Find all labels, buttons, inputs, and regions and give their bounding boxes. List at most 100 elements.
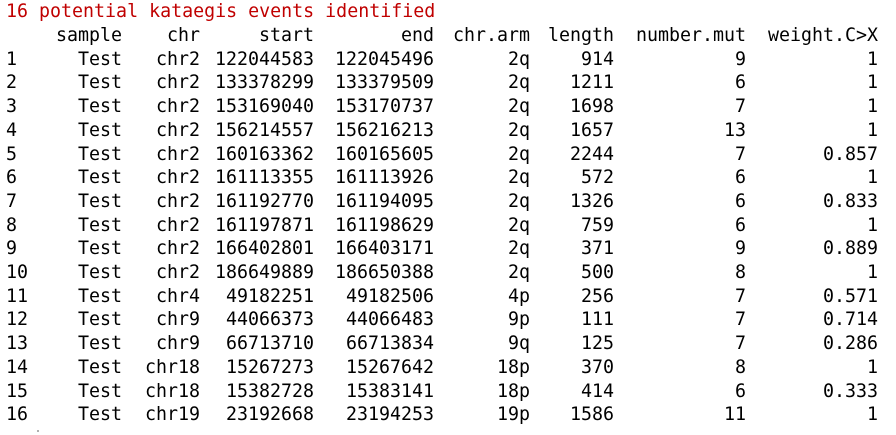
cell-chr: chr2 [155, 262, 200, 283]
table-row: 4 Test chr2 156214557 156216213 2q 1657 13 1 [6, 119, 892, 143]
cell-weight-c-x: 0.714 [822, 309, 878, 331]
cell-length: 572 [580, 167, 614, 189]
table-row: 13 Test chr9 66713710 66713834 9q 125 7 0.286 [6, 332, 892, 356]
cell-sample: Test [77, 262, 122, 283]
cell-chr-arm: 2q [507, 214, 530, 236]
cell-row-name: 14 [6, 356, 29, 378]
cell-length: 414 [580, 380, 614, 402]
cell-end: 156216213 [334, 119, 434, 141]
cell-chr-arm: 2q [507, 190, 530, 212]
table-row: 7 Test chr2 161192770 161194095 2q 1326 6 0.833 [6, 190, 892, 214]
cell-start: 160163362 [214, 143, 314, 165]
cell-chr: chr2 [155, 238, 200, 260]
cell-chr-arm: 2q [507, 167, 530, 189]
table-row: 11 Test chr4 49182251 49182506 4p 256 7 0.571 [6, 285, 892, 309]
cell-sample: Test [77, 285, 122, 307]
cell-number-mut: 7 [734, 309, 746, 331]
cell-end: 23194253 [345, 404, 434, 426]
cell-length: 111 [580, 309, 614, 331]
cell-start: 44066373 [225, 309, 314, 331]
cell-start: 161113355 [214, 167, 314, 189]
cell-sample: Test [77, 190, 122, 212]
cell-weight-c-x: 0.833 [822, 190, 878, 212]
cell-length: 125 [580, 333, 614, 355]
cell-row-name: 6 [6, 167, 18, 189]
table-row: 8 Test chr2 161197871 161198629 2q 759 6 1 [6, 214, 892, 238]
cell-chr-arm: 2q [507, 143, 530, 165]
cell-weight-c-x: 0.857 [822, 143, 878, 165]
column-header-end: end [400, 25, 434, 46]
cell-chr-arm: 18p [496, 356, 530, 378]
cell-weight-c-x: 1 [866, 72, 878, 94]
cell-chr: chr9 [155, 309, 200, 331]
table-row: 6 Test chr2 161113355 161113926 2q 572 6 1 [6, 166, 892, 190]
kataegis-message: 16 potential kataegis events identified [6, 1, 436, 22]
cell-start: 161197871 [214, 214, 314, 236]
cell-chr-arm: 18p [496, 380, 530, 402]
cell-weight-c-x: 1 [866, 404, 878, 426]
cell-start: 15382728 [225, 380, 314, 402]
cell-chr: chr2 [155, 96, 200, 118]
cell-weight-c-x: 1 [866, 214, 878, 236]
cell-number-mut: 6 [734, 214, 746, 236]
r-console-output: 16 potential kataegis events identified … [6, 0, 892, 435]
cell-chr-arm: 2q [507, 96, 530, 118]
cell-chr-arm: 2q [507, 262, 530, 283]
cell-chr: chr2 [155, 48, 200, 70]
cell-length: 1657 [569, 119, 614, 141]
cell-row-name: 10 [6, 262, 29, 283]
table-row: 3 Test chr2 153169040 153170737 2q 1698 7 1 [6, 95, 892, 119]
cell-number-mut: 6 [734, 190, 746, 212]
cell-sample: Test [77, 72, 122, 94]
cell-weight-c-x: 1 [866, 119, 878, 141]
cell-number-mut: 9 [734, 48, 746, 70]
cell-chr-arm: 2q [507, 72, 530, 94]
cell-length: 1698 [569, 96, 614, 118]
cell-end: 66713834 [345, 333, 434, 355]
cell-weight-c-x: 0.889 [822, 238, 878, 260]
cell-chr: chr2 [155, 119, 200, 141]
cell-chr-arm: 9q [507, 333, 530, 355]
column-header-number-mut: number.mut [635, 25, 746, 46]
cell-number-mut: 8 [734, 262, 746, 283]
cell-chr-arm: 2q [507, 48, 530, 70]
cell-start: 161192770 [214, 190, 314, 212]
cell-sample: Test [77, 119, 122, 141]
cell-end: 160165605 [334, 143, 434, 165]
cell-chr-arm: 2q [507, 238, 530, 260]
cell-start: 15267273 [225, 356, 314, 378]
cell-length: 2244 [569, 143, 614, 165]
cell-chr: chr4 [155, 285, 200, 307]
cell-row-name: 1 [6, 48, 18, 70]
cell-row-name: 13 [6, 333, 29, 355]
cell-start: 66713710 [225, 333, 314, 355]
column-header-weight-c-x: weight.C>X [767, 25, 878, 46]
column-header-length: length [547, 25, 614, 46]
cell-row-name: 7 [6, 190, 18, 212]
column-header-sample: sample [55, 25, 122, 46]
cell-length: 256 [580, 285, 614, 307]
cell-end: 49182506 [345, 285, 434, 307]
cell-end: 15383141 [345, 380, 434, 402]
cell-end: 161198629 [334, 214, 434, 236]
cell-length: 371 [580, 238, 614, 260]
cell-number-mut: 6 [734, 72, 746, 94]
cell-weight-c-x: 0.286 [822, 333, 878, 355]
cell-end: 133379509 [334, 72, 434, 94]
cell-chr: chr2 [155, 143, 200, 165]
cell-end: 122045496 [334, 48, 434, 70]
cell-weight-c-x: 1 [866, 48, 878, 70]
cell-start: 153169040 [214, 96, 314, 118]
cell-chr-arm: 4p [507, 285, 530, 307]
cell-weight-c-x: 1 [866, 356, 878, 378]
cell-start: 156214557 [214, 119, 314, 141]
console-cursor [37, 430, 39, 432]
cell-number-mut: 6 [734, 167, 746, 189]
cell-start: 186649889 [214, 262, 314, 283]
cell-number-mut: 11 [723, 404, 746, 426]
cell-row-name: 3 [6, 96, 18, 118]
cell-row-name: 5 [6, 143, 18, 165]
table-row: 12 Test chr9 44066373 44066483 9p 111 7 0.714 [6, 308, 892, 332]
table-row: 14 Test chr18 15267273 15267642 18p 370 8 1 [6, 356, 892, 380]
cell-number-mut: 7 [734, 96, 746, 118]
